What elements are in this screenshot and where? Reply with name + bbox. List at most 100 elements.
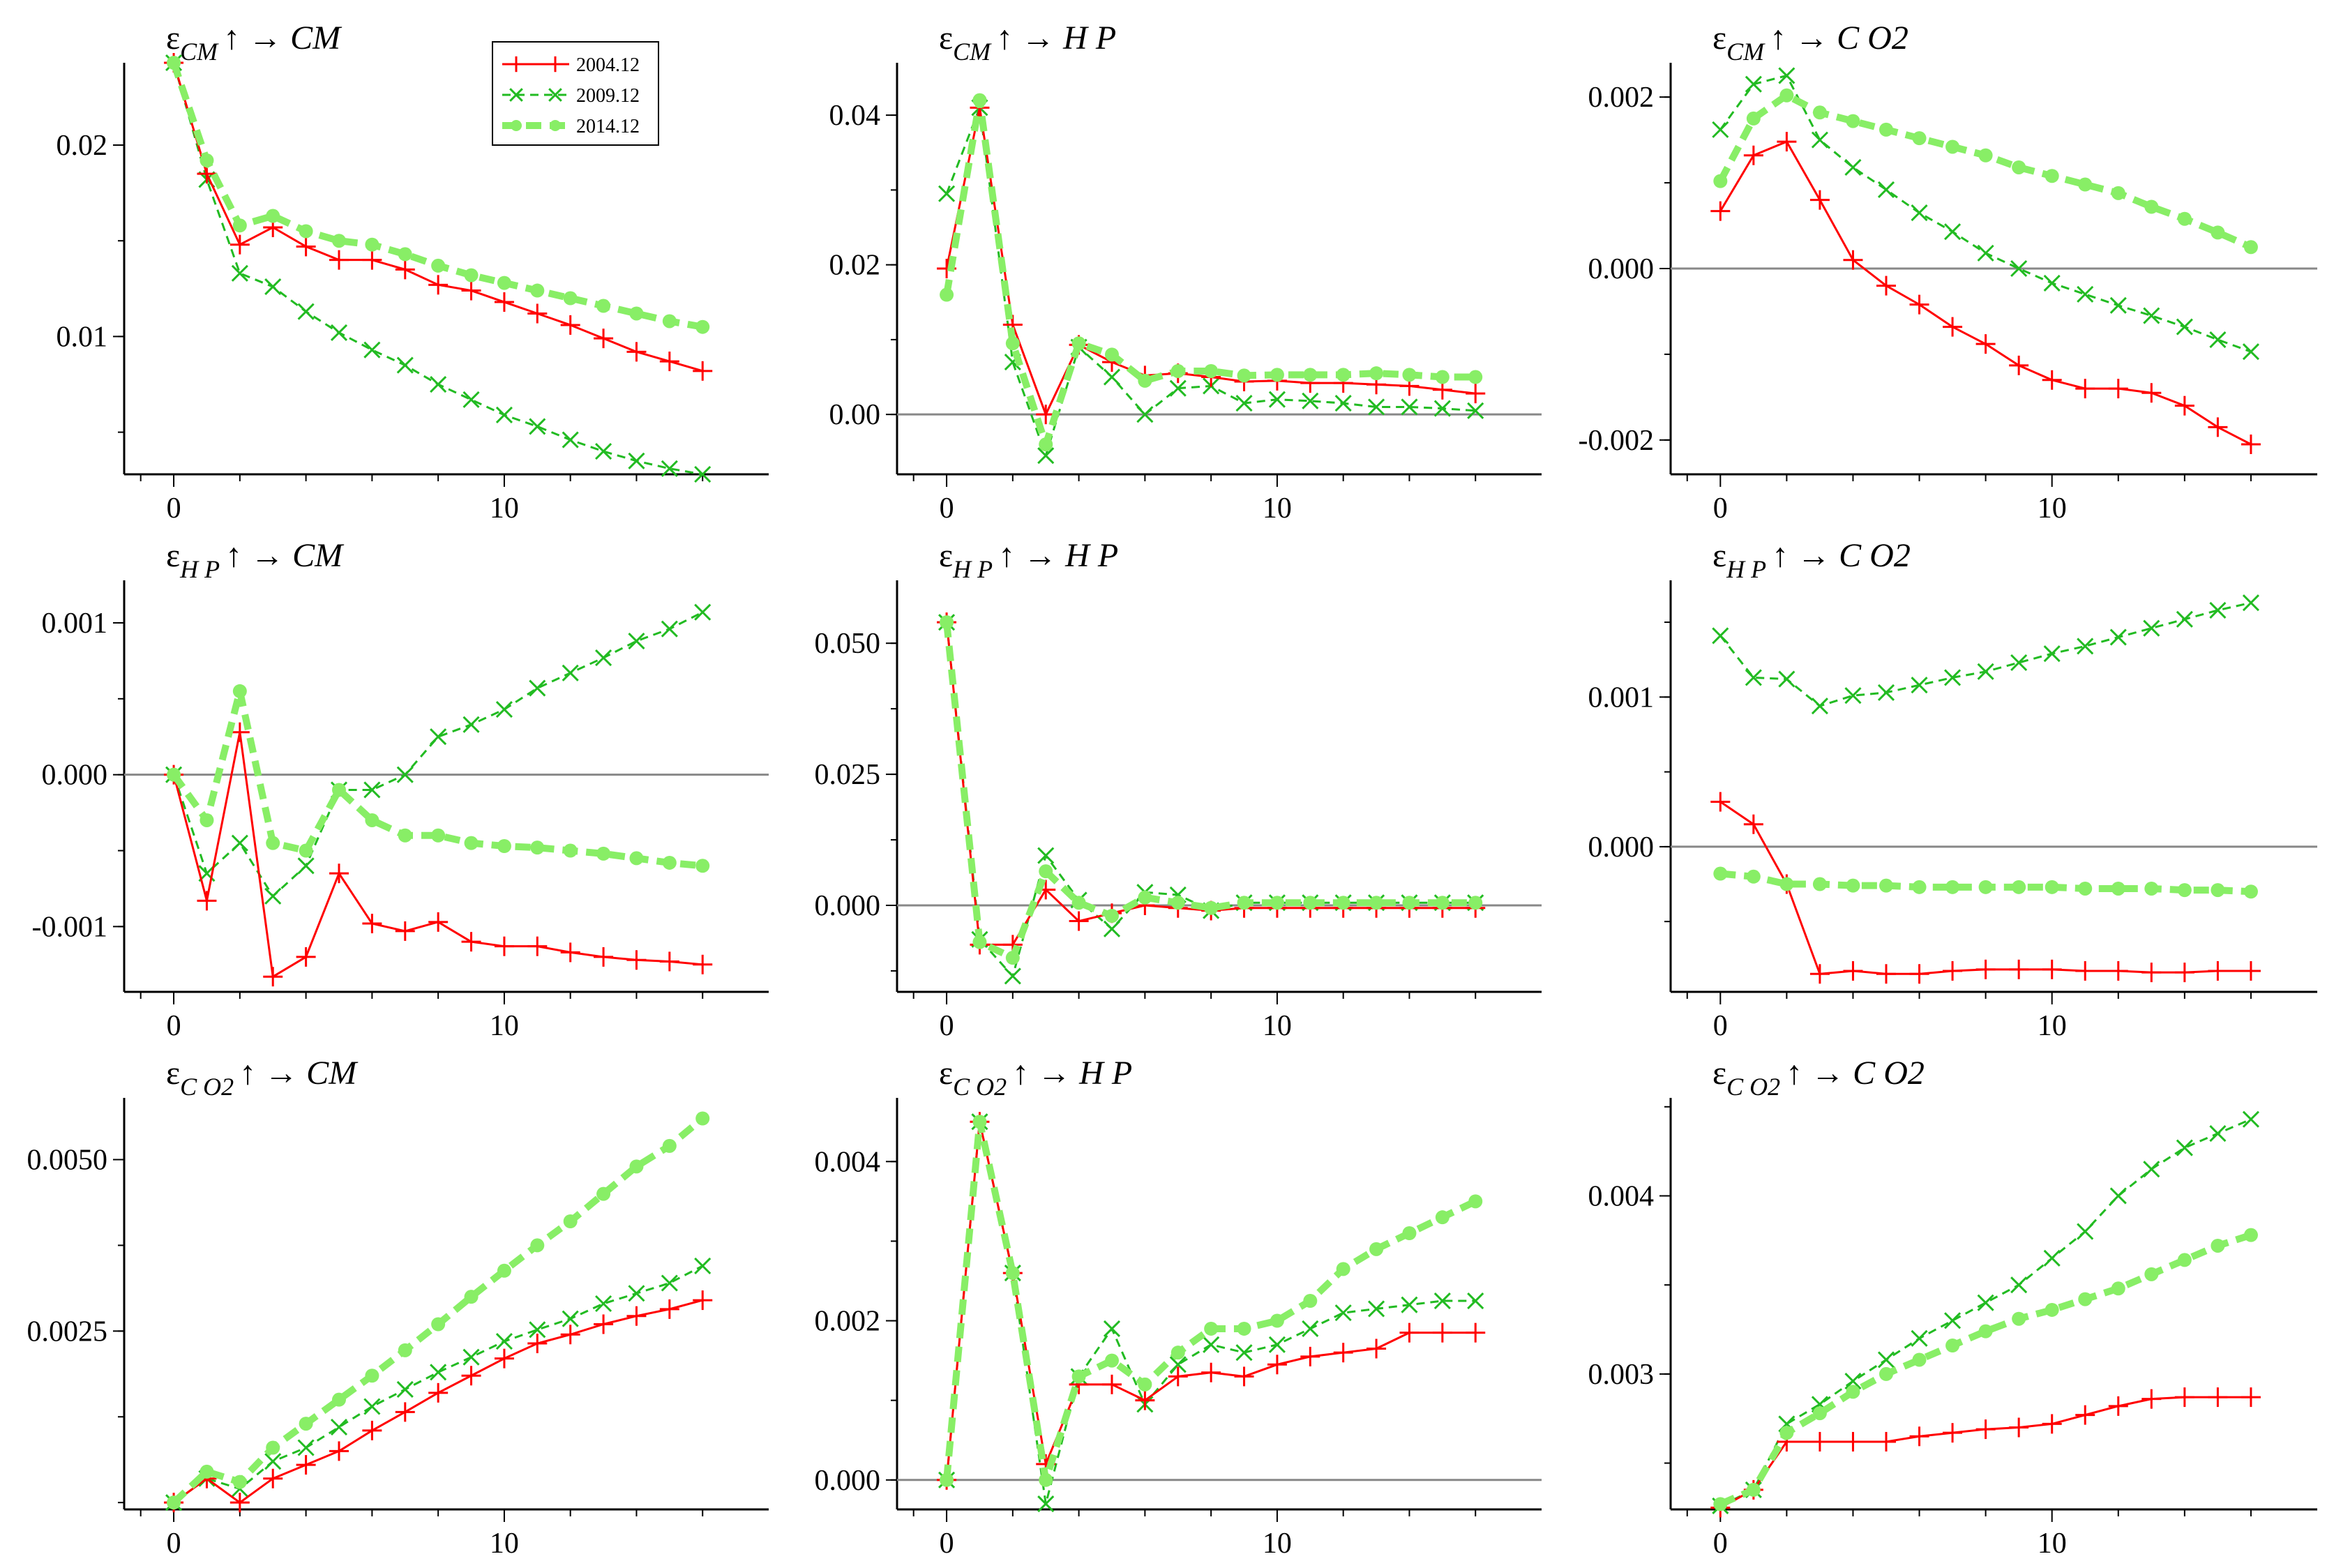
y-tick-label: 0.0025 [27, 1316, 108, 1348]
y-tick-label: 0.04 [829, 100, 881, 132]
data-point [2009, 1417, 2029, 1438]
data-point [595, 649, 612, 667]
data-point [1368, 1300, 1385, 1318]
data-point [1746, 1482, 1761, 1497]
data-point [1300, 1346, 1320, 1366]
series-2014-12 [940, 1115, 1483, 1487]
series-line [945, 621, 1476, 946]
data-point [462, 1348, 480, 1366]
data-point [1105, 1353, 1119, 1368]
data-point [1846, 878, 1860, 893]
data-point [1435, 896, 1450, 910]
data-point [2209, 1125, 2227, 1143]
data-point [2111, 186, 2125, 200]
data-point [2177, 1253, 2192, 1267]
series-line [945, 106, 1476, 457]
data-point [297, 303, 315, 320]
data-point [1402, 368, 1417, 382]
data-point [1039, 437, 1053, 452]
data-point [1138, 373, 1152, 388]
data-point [1943, 1423, 1963, 1443]
data-point [1170, 896, 1185, 910]
data-point [972, 1115, 987, 1129]
data-point [1945, 880, 1960, 894]
x-tick-label: 0 [1713, 492, 1728, 525]
y-tick-label: 0.001 [42, 608, 108, 640]
data-point [428, 275, 449, 295]
data-point [662, 855, 677, 870]
data-point [1039, 864, 1053, 879]
y-tick-label: 0.0050 [27, 1145, 108, 1177]
data-point [365, 1369, 379, 1383]
data-point [2241, 960, 2261, 981]
data-point [1369, 1242, 1384, 1256]
data-point [1136, 406, 1154, 423]
data-point [497, 1263, 511, 1278]
panel-1: 0 10 0.01 0.02 εCM ↑ → CM [57, 20, 769, 525]
series-2014-12 [1713, 1228, 2258, 1512]
data-point [263, 1468, 283, 1488]
data-point [1778, 67, 1795, 84]
data-point [1268, 1336, 1286, 1353]
y-tick-label: 0.004 [1588, 1180, 1655, 1212]
data-point [938, 185, 956, 202]
data-point [2208, 417, 2228, 437]
x-tick-label: 10 [1263, 492, 1292, 525]
data-point [2211, 1238, 2225, 1253]
panel-grid: 0 10 0.01 0.02 εCM ↑ → CM 0 10 0.00 0.02 0.04 εCM ↑ … [27, 20, 2317, 1560]
data-point [2176, 318, 2193, 336]
legend-entry: 2009.12 [502, 85, 640, 107]
data-point [494, 292, 514, 312]
data-point [2209, 331, 2227, 349]
data-point [2045, 880, 2059, 894]
data-point [2012, 160, 2026, 174]
data-point [2242, 343, 2259, 361]
data-point [1812, 1406, 1827, 1421]
data-point [1745, 75, 1762, 93]
y-tick-label: 0.00 [829, 399, 881, 431]
data-point [1975, 334, 1996, 354]
data-point [2078, 177, 2093, 192]
data-point [264, 278, 282, 296]
data-point [167, 56, 181, 70]
data-point [563, 291, 578, 306]
panel-9: 0 10 0.003 0.004 εC O2 ↑ → C O2 [1588, 1055, 2317, 1560]
data-point [332, 234, 346, 248]
data-point [1103, 368, 1121, 386]
data-point [1204, 900, 1219, 915]
data-point [2141, 963, 2162, 983]
data-point [940, 1472, 954, 1487]
data-point [2108, 379, 2128, 399]
data-point [1876, 1431, 1896, 1452]
x-tick-label: 10 [490, 1010, 519, 1042]
data-point [1433, 1292, 1451, 1310]
data-point [1712, 121, 1729, 138]
data-point [1743, 145, 1763, 165]
legend-marker [511, 120, 522, 131]
data-point [1945, 140, 1960, 154]
data-point [560, 315, 580, 335]
data-point [1978, 880, 1993, 894]
data-point [2174, 1387, 2194, 1408]
legend-marker [508, 56, 525, 73]
data-point [1943, 317, 1963, 337]
data-point [461, 932, 481, 952]
data-point [1237, 1321, 1251, 1336]
data-point [330, 1418, 348, 1436]
data-point [2143, 307, 2160, 324]
data-point [2043, 645, 2061, 663]
data-point [2012, 1311, 2026, 1326]
data-point [1168, 1366, 1188, 1387]
data-point [2078, 1292, 2093, 1306]
data-point [329, 1441, 349, 1461]
data-point [197, 891, 217, 911]
data-point [693, 1290, 713, 1311]
data-point [430, 1364, 447, 1381]
data-point [1170, 363, 1185, 378]
data-point [2243, 240, 2258, 255]
data-point [362, 250, 382, 270]
series-2004-12 [1710, 792, 2261, 984]
data-point [626, 950, 647, 970]
data-point [1713, 866, 1728, 881]
data-point [199, 153, 214, 167]
